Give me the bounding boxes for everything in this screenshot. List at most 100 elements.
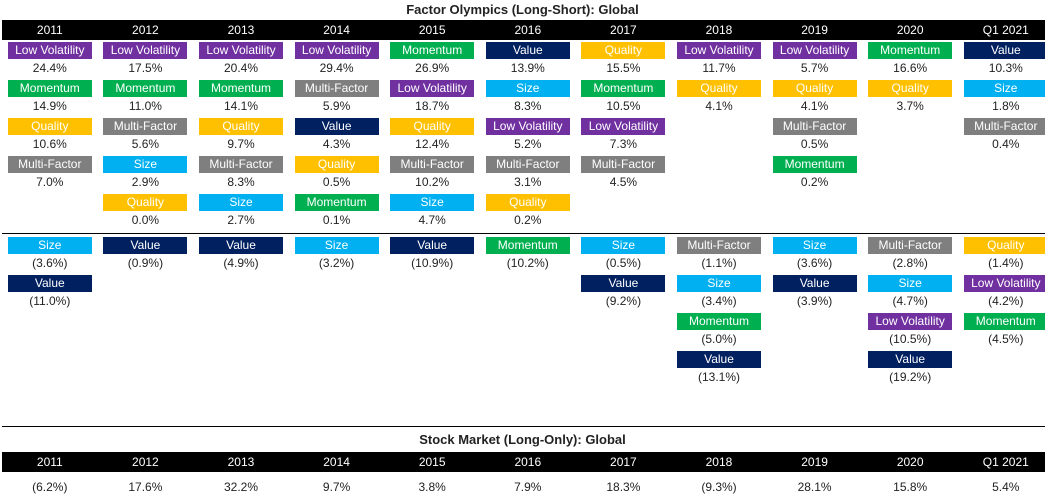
factor-return-value: 5.2% bbox=[514, 137, 542, 151]
market-return-value: 3.8% bbox=[418, 480, 446, 494]
factor-return-value: 0.4% bbox=[992, 137, 1020, 151]
factor-return-value: 14.9% bbox=[32, 99, 67, 113]
stock-market-title: Stock Market (Long-Only): Global bbox=[419, 432, 626, 447]
factor-return-value: (10.2%) bbox=[506, 256, 549, 270]
market-return-value: 32.2% bbox=[223, 480, 259, 494]
factor-return-value: 20.4% bbox=[223, 61, 259, 75]
factor-chip-value: Value bbox=[581, 275, 666, 292]
factor-chip-size: Size bbox=[7, 237, 92, 254]
factor-return-value: 1.8% bbox=[992, 99, 1020, 113]
factor-return-value: (3.4%) bbox=[701, 294, 737, 308]
factor-return-value: 0.2% bbox=[514, 213, 542, 227]
section-divider-line bbox=[2, 426, 1045, 427]
factor-chip-momentum: Momentum bbox=[677, 313, 761, 330]
factor-chip-quality: Quality bbox=[772, 80, 857, 97]
year-label-q1-2021: Q1 2021 bbox=[982, 455, 1029, 469]
factor-chip-value: Value bbox=[485, 42, 570, 59]
factor-chip-quality: Quality bbox=[103, 194, 188, 211]
year-label-2019: 2019 bbox=[801, 23, 828, 37]
factor-chip-value: Value bbox=[7, 275, 92, 292]
factor-chip-multi-factor: Multi-Factor bbox=[868, 237, 953, 254]
factor-chip-low-volatility: Low Volatility bbox=[390, 80, 475, 97]
year-label-2019: 2019 bbox=[801, 455, 828, 469]
factor-chip-quality: Quality bbox=[868, 80, 953, 97]
factor-chip-multi-factor: Multi-Factor bbox=[390, 156, 475, 173]
factor-return-value: 11.7% bbox=[702, 61, 736, 75]
factor-chip-momentum: Momentum bbox=[963, 313, 1045, 330]
factor-return-value: (11.0%) bbox=[29, 294, 71, 308]
factor-return-value: (9.2%) bbox=[605, 294, 642, 308]
factor-return-value: 4.1% bbox=[705, 99, 733, 113]
factor-chip-value: Value bbox=[390, 237, 475, 254]
market-return-value: (9.3%) bbox=[701, 480, 737, 494]
factor-return-value: 3.7% bbox=[896, 99, 924, 113]
factor-return-value: (3.9%) bbox=[796, 294, 833, 308]
factor-return-value: 17.5% bbox=[128, 61, 163, 75]
factor-chip-size: Size bbox=[963, 80, 1045, 97]
factor-chip-size: Size bbox=[772, 237, 857, 254]
year-label-2018: 2018 bbox=[705, 23, 733, 37]
factor-chip-low-volatility: Low Volatility bbox=[103, 42, 188, 59]
factor-chip-multi-factor: Multi-Factor bbox=[677, 237, 761, 254]
factor-chip-value: Value bbox=[772, 275, 857, 292]
factor-chip-multi-factor: Multi-Factor bbox=[199, 156, 283, 173]
factor-chip-size: Size bbox=[390, 194, 475, 211]
year-label-2014: 2014 bbox=[323, 23, 350, 37]
factor-return-value: (0.9%) bbox=[127, 256, 164, 270]
factor-return-value: 11.0% bbox=[128, 99, 162, 113]
factor-chip-quality: Quality bbox=[7, 118, 92, 135]
factor-chip-value: Value bbox=[103, 237, 188, 254]
factor-return-value: 4.3% bbox=[322, 137, 351, 151]
factor-return-value: 9.7% bbox=[227, 137, 255, 151]
factor-return-value: (19.2%) bbox=[889, 370, 932, 384]
factor-return-value: 10.3% bbox=[988, 61, 1023, 75]
market-return-value: 18.3% bbox=[606, 480, 641, 494]
factor-return-value: (1.4%) bbox=[988, 256, 1024, 270]
factor-chip-quality: Quality bbox=[199, 118, 283, 135]
year-label-2017: 2017 bbox=[610, 23, 637, 37]
year-label-2011: 2011 bbox=[36, 23, 63, 37]
factor-return-value: 14.1% bbox=[223, 99, 259, 113]
market-return-value: 5.4% bbox=[992, 480, 1020, 494]
factor-chip-low-volatility: Low Volatility bbox=[294, 42, 379, 59]
factor-chip-momentum: Momentum bbox=[772, 156, 857, 173]
factor-return-value: 0.2% bbox=[800, 175, 829, 189]
factor-chip-low-volatility: Low Volatility bbox=[677, 42, 761, 59]
factor-chip-momentum: Momentum bbox=[868, 42, 953, 59]
year-label-2020: 2020 bbox=[896, 455, 924, 469]
factor-return-value: 10.2% bbox=[415, 175, 450, 189]
year-label-2012: 2012 bbox=[132, 23, 159, 37]
zero-separator-line bbox=[2, 233, 1045, 234]
factor-return-value: 2.7% bbox=[227, 213, 255, 227]
year-label-2012: 2012 bbox=[132, 455, 159, 469]
factor-chip-momentum: Momentum bbox=[199, 80, 283, 97]
factor-chip-quality: Quality bbox=[677, 80, 761, 97]
market-year-header: 2011 2012 2013 2014 2015 2016 2017 2018 2019 2020… bbox=[2, 452, 1045, 472]
factor-chip-quality: Quality bbox=[485, 194, 570, 211]
factor-chip-low-volatility: Low Volatility bbox=[485, 118, 570, 135]
market-return-value: 28.1% bbox=[797, 480, 832, 494]
factor-chip-multi-factor: Multi-Factor bbox=[963, 118, 1045, 135]
factor-chip-value: Value bbox=[294, 118, 379, 135]
factor-chip-momentum: Momentum bbox=[294, 194, 379, 211]
factor-chip-size: Size bbox=[294, 237, 379, 254]
factor-return-value: 7.0% bbox=[36, 175, 64, 189]
factor-chip-low-volatility: Low Volatility bbox=[7, 42, 92, 59]
market-return-value: (6.2%) bbox=[32, 480, 68, 494]
factor-return-value: (3.6%) bbox=[32, 256, 68, 270]
factor-return-value: 4.1% bbox=[800, 99, 829, 113]
factor-return-value: 2.9% bbox=[131, 175, 160, 189]
factor-return-value: 0.1% bbox=[322, 213, 351, 227]
factor-return-value: 12.4% bbox=[415, 137, 450, 151]
factor-return-value: (1.1%) bbox=[701, 256, 737, 270]
factor-chip-multi-factor: Multi-Factor bbox=[772, 118, 857, 135]
factor-return-value: (0.5%) bbox=[605, 256, 642, 270]
factor-return-value: 10.6% bbox=[32, 137, 67, 151]
factor-return-value: 13.9% bbox=[510, 61, 545, 75]
factor-return-value: 8.3% bbox=[514, 99, 542, 113]
year-label-2015: 2015 bbox=[418, 23, 446, 37]
factor-return-value: 4.7% bbox=[418, 213, 446, 227]
factor-return-value: 16.6% bbox=[893, 61, 928, 75]
factor-return-value: 26.9% bbox=[415, 61, 450, 75]
factor-chip-multi-factor: Multi-Factor bbox=[581, 156, 666, 173]
